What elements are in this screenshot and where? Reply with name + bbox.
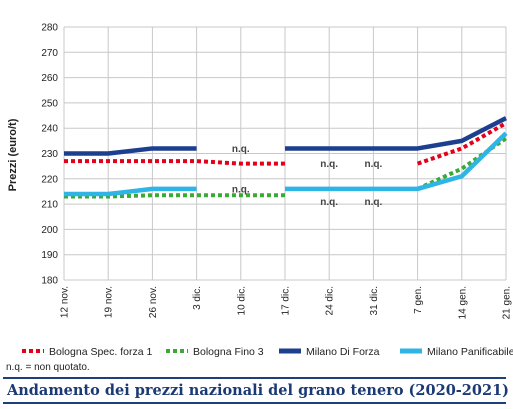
series-lines xyxy=(64,116,508,199)
x-axis: 12 nov. 19 nov. 26 nov. 3 dic. 10 dic. 17 dic… xyxy=(60,286,513,319)
legend-label-2: Milano Di Forza xyxy=(306,346,380,358)
y-tick-label-280: 280 xyxy=(41,23,58,34)
y-tick-label-200: 200 xyxy=(41,225,58,236)
x-tick-label-5: 17 dic. xyxy=(281,286,292,315)
y-tick-label-190: 190 xyxy=(41,250,58,261)
y-tick-label-180: 180 xyxy=(41,276,58,287)
y-tick-label-240: 240 xyxy=(41,124,58,135)
series-line-0-seg-0 xyxy=(64,159,285,166)
chart-caption: Andamento dei prezzi nazionali del grano… xyxy=(7,382,510,399)
series-line-3-seg-0 xyxy=(64,186,197,197)
x-tick-label-6: 24 dic. xyxy=(325,286,336,315)
series-line-3-seg-1 xyxy=(285,131,508,192)
y-axis: 180 190 200 210 220 230 240 250 260 270 280 xyxy=(41,23,58,287)
x-tick-label-7: 31 dic. xyxy=(369,286,380,315)
x-tick-label-9: 14 gen. xyxy=(457,286,468,319)
legend: Bologna Spec. forza 1 Bologna Fino 3 Milan… xyxy=(22,346,513,358)
annotation-nq-5: n.q. xyxy=(365,197,383,208)
series-line-2-seg-0 xyxy=(64,146,197,156)
line-chart: 180 190 200 210 220 230 240 250 260 270 280 12 nov… xyxy=(7,23,513,359)
series-line-1-seg-0 xyxy=(64,193,285,199)
series-line-0-seg-1 xyxy=(416,121,507,166)
annotation-nq-1: n.q. xyxy=(320,159,338,170)
annotation-nq-0: n.q. xyxy=(232,144,250,155)
annotation-nq-4: n.q. xyxy=(320,197,338,208)
x-tick-label-4: 10 dic. xyxy=(236,286,247,315)
annotation-nq-3: n.q. xyxy=(232,184,250,195)
y-tick-label-250: 250 xyxy=(41,98,58,109)
legend-label-0: Bologna Spec. forza 1 xyxy=(49,346,152,358)
y-tick-label-270: 270 xyxy=(41,48,58,59)
x-tick-label-2: 26 nov. xyxy=(148,286,159,318)
y-tick-label-260: 260 xyxy=(41,73,58,84)
x-tick-label-10: 21 gen. xyxy=(502,286,513,319)
y-axis-title: Prezzi (euro/t) xyxy=(7,118,19,191)
y-tick-label-230: 230 xyxy=(41,149,58,160)
annotation-nq-2: n.q. xyxy=(365,159,383,170)
series-line-2-seg-1 xyxy=(285,116,508,151)
x-tick-label-3: 3 dic. xyxy=(192,286,203,310)
annotations: n.q. n.q. n.q. n.q. n.q. n.q. xyxy=(232,144,383,208)
y-tick-label-220: 220 xyxy=(41,174,58,185)
legend-label-3: Milano Panificabile xyxy=(427,346,513,358)
legend-label-1: Bologna Fino 3 xyxy=(193,346,264,358)
y-tick-label-210: 210 xyxy=(41,200,58,211)
grid xyxy=(63,26,507,281)
chart-caption-bar: Andamento dei prezzi nazionali del grano… xyxy=(3,377,510,404)
footnote: n.q. = non quotato. xyxy=(6,362,90,373)
x-tick-label-1: 19 nov. xyxy=(104,286,115,318)
x-tick-label-8: 7 gen. xyxy=(413,286,424,314)
x-tick-label-0: 12 nov. xyxy=(60,286,71,318)
